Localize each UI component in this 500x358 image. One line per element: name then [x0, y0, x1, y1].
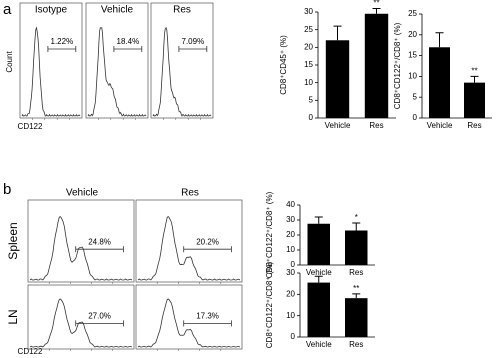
plot-frame — [85, 2, 149, 119]
error-bar — [314, 216, 323, 224]
y-tick-label: 30 — [304, 7, 313, 16]
y-tick-label: 20 — [304, 42, 313, 51]
bar — [464, 82, 485, 118]
bar — [325, 40, 350, 119]
gate-label: 18.4% — [117, 37, 140, 46]
y-tick-label: 10 — [408, 72, 417, 81]
gate — [183, 246, 232, 253]
histogram-curve — [87, 27, 147, 117]
plot-frame — [150, 2, 214, 119]
histogram-curve — [21, 26, 81, 117]
gate — [178, 46, 208, 52]
x-tick-label: Res — [369, 121, 383, 130]
y-tick-label: 15 — [304, 60, 313, 69]
row-label: Spleen — [6, 222, 20, 259]
gate — [113, 46, 143, 52]
y-tick-label: 10 — [304, 78, 313, 87]
row-label: LN — [6, 309, 20, 324]
y-axis-label: CD8⁺CD122⁺/CD8⁺ (%) — [265, 191, 274, 278]
plot-frame — [135, 199, 243, 283]
bar — [307, 282, 330, 337]
gate — [75, 320, 124, 327]
y-tick-label: 10 — [286, 245, 295, 254]
y-axis-label: Count — [5, 51, 14, 73]
error-bar — [352, 293, 361, 299]
bar — [307, 223, 330, 265]
significance: * — [355, 213, 358, 222]
y-tick-label: 0 — [413, 113, 418, 122]
x-tick-label: Res — [349, 340, 363, 349]
gate-label: 1.22% — [51, 37, 74, 46]
error-bar — [314, 275, 323, 283]
column-label: Vehicle — [66, 188, 99, 199]
y-tick-label: 40 — [286, 200, 295, 209]
gate-label: 7.09% — [182, 37, 205, 46]
plot-frame — [27, 199, 135, 283]
y-tick-label: 20 — [286, 289, 295, 298]
significance: ** — [373, 0, 379, 8]
plot-frame — [19, 2, 83, 119]
y-tick-label: 0 — [291, 332, 296, 341]
x-axis-label: CD122 — [18, 347, 43, 356]
plot-frame — [27, 284, 135, 350]
y-tick-label: 25 — [304, 25, 313, 34]
y-tick-label: 5 — [309, 95, 314, 104]
bar — [345, 230, 368, 265]
gate-label: 27.0% — [88, 312, 111, 321]
x-tick-label: Vehicle — [325, 121, 351, 130]
x-tick-label: Res — [467, 121, 481, 130]
histogram-curve — [137, 298, 241, 348]
plot-frame — [135, 284, 243, 350]
error-bar — [470, 75, 479, 83]
gate-label: 17.3% — [196, 312, 219, 321]
y-tick-label: 0 — [291, 260, 296, 269]
bar — [345, 298, 368, 337]
y-tick-label: 25 — [408, 9, 417, 18]
plot-title: Vehicle — [101, 5, 134, 16]
x-tick-label: Vehicle — [306, 268, 332, 277]
gate — [47, 46, 77, 52]
gate — [75, 246, 124, 253]
y-tick-label: 30 — [286, 215, 295, 224]
y-axis-label: CD8⁺CD45⁺ (%) — [279, 35, 288, 95]
bar — [364, 13, 389, 119]
y-tick-label: 20 — [286, 230, 295, 239]
error-bar — [352, 222, 361, 231]
y-axis-label: CD8⁺CD122⁺/CD8⁺ (%) — [393, 22, 402, 109]
panel-label: a — [3, 1, 12, 18]
gate-label: 24.8% — [88, 237, 111, 246]
error-bar — [372, 7, 381, 14]
histogram-curve — [137, 216, 241, 281]
significance: ** — [471, 67, 477, 76]
y-tick-label: 0 — [309, 113, 314, 122]
gate-label: 20.2% — [196, 237, 219, 246]
error-bar — [333, 25, 342, 41]
histogram-curve — [29, 298, 133, 348]
x-tick-label: Vehicle — [306, 340, 332, 349]
y-axis-label: CD8⁺CD122⁺/CD8⁺ (%) — [265, 261, 274, 348]
y-tick-label: 15 — [408, 51, 417, 60]
y-tick-label: 30 — [286, 268, 295, 277]
gate — [183, 320, 232, 327]
panel-label: b — [3, 181, 11, 198]
x-tick-label: Vehicle — [427, 121, 453, 130]
significance: ** — [353, 284, 359, 293]
plot-title: Res — [173, 5, 191, 16]
error-bar — [435, 32, 444, 48]
histogram-curve — [152, 27, 212, 117]
x-axis-label: CD122 — [18, 122, 43, 131]
x-tick-label: Res — [349, 268, 363, 277]
y-tick-label: 20 — [408, 30, 417, 39]
plot-title: Isotype — [35, 5, 68, 16]
y-tick-label: 10 — [286, 311, 295, 320]
column-label: Res — [181, 188, 199, 199]
bar — [429, 47, 450, 118]
histogram-curve — [29, 216, 133, 281]
y-tick-label: 5 — [413, 92, 418, 101]
